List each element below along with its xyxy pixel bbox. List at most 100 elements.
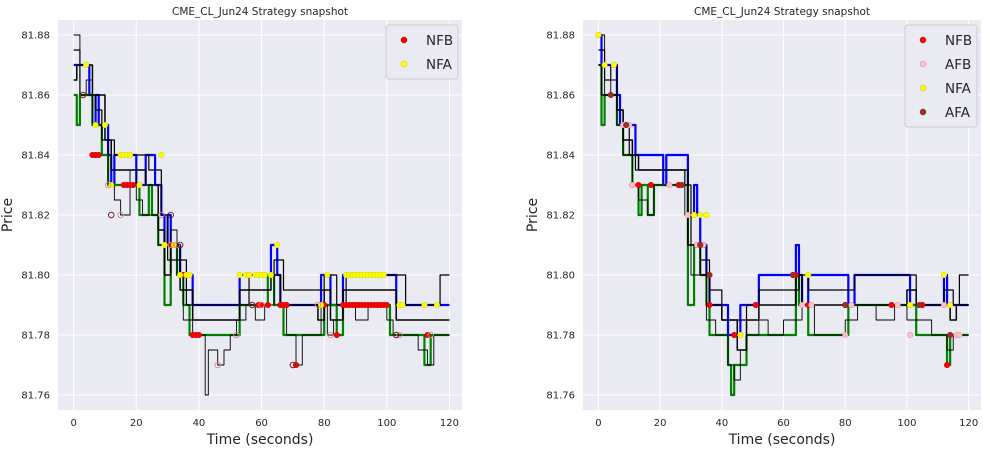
x-tick-label: 120 — [959, 418, 978, 429]
marker-afb — [167, 241, 174, 249]
legend: NFB AFB NFA AFA — [904, 24, 978, 128]
marker-afa — [607, 91, 614, 99]
marker-nfa — [906, 301, 914, 309]
x-tick-label: 120 — [440, 418, 459, 429]
marker-nfb — [130, 181, 137, 189]
x-tick-label: 60 — [255, 418, 268, 429]
marker-nfb — [731, 331, 738, 339]
marker-nfb — [944, 361, 951, 369]
marker-nfb — [888, 301, 895, 309]
y-tick-label: 81.82 — [21, 211, 50, 222]
marker-nfa — [610, 61, 617, 69]
legend-label-nfb: NFB — [945, 33, 972, 49]
marker-nfa — [380, 271, 387, 279]
marker-afb — [327, 331, 334, 339]
marker-nfa — [245, 271, 253, 279]
y-tick-label: 81.76 — [21, 391, 50, 402]
y-tick-label: 81.76 — [546, 391, 575, 402]
marker-afa — [167, 211, 174, 219]
marker-nfa — [92, 121, 99, 129]
marker-afb — [956, 331, 963, 339]
legend-marker-nfb — [400, 36, 408, 44]
marker-nfa — [126, 151, 134, 159]
marker-afb — [799, 301, 806, 309]
x-tick-label: 20 — [130, 418, 143, 429]
chart-panel-2: 0 20 40 60 80 100 120 81.76 81.78 81.80 81.82 81.84… — [525, 6, 981, 448]
marker-nfa — [83, 61, 90, 69]
x-tick-label: 20 — [654, 418, 667, 429]
marker-afb — [940, 301, 948, 309]
legend-marker-afa — [919, 108, 927, 116]
marker-afb — [629, 181, 636, 189]
legend-box — [904, 24, 978, 128]
marker-afa — [678, 181, 685, 189]
marker-nfa — [236, 271, 243, 279]
marker-nfa — [697, 211, 704, 219]
chart-title: CME_CL_Jun24 Strategy snapshot — [172, 6, 348, 18]
y-tick-label: 81.80 — [21, 271, 50, 282]
legend-marker-nfa — [919, 84, 927, 92]
marker-nfa — [947, 301, 954, 309]
x-tick-label: 60 — [777, 418, 790, 429]
marker-nfa — [324, 271, 331, 279]
marker-nfa — [274, 241, 281, 249]
marker-afa — [248, 301, 256, 309]
marker-afa — [842, 301, 849, 309]
series-line-upper — [598, 49, 969, 321]
marker-nfb — [635, 181, 642, 189]
x-axis-label: Time (seconds) — [206, 432, 314, 448]
marker-afa — [289, 361, 297, 369]
marker-afa — [107, 211, 115, 219]
marker-afb — [842, 331, 849, 339]
marker-afb — [848, 301, 855, 309]
marker-afb — [894, 301, 901, 309]
y-axis-label: Price — [525, 198, 541, 232]
marker-nfa — [399, 301, 406, 309]
x-tick-label: 100 — [897, 418, 916, 429]
marker-nfa — [136, 181, 143, 189]
marker-afb — [214, 361, 221, 369]
marker-nfa — [601, 61, 608, 69]
y-tick-label: 81.86 — [546, 91, 575, 102]
marker-afb — [158, 211, 165, 219]
marker-afb — [258, 301, 265, 309]
y-tick-label: 81.80 — [546, 271, 575, 282]
y-tick-label: 81.88 — [21, 31, 50, 42]
marker-afb — [233, 331, 240, 339]
x-tick-label: 80 — [318, 418, 331, 429]
x-tick-label: 40 — [715, 418, 728, 429]
marker-nfa — [267, 271, 275, 279]
marker-nfb — [95, 151, 102, 159]
y-tick-label: 81.84 — [21, 151, 50, 162]
marker-nfa — [805, 271, 812, 279]
marker-nfb — [333, 331, 340, 339]
chart-title: CME_CL_Jun24 Strategy snapshot — [694, 6, 870, 18]
marker-afa — [623, 121, 630, 129]
chart-panel-1: 0 20 40 60 80 100 120 81.76 81.78 81.80 81.82 81.84… — [0, 6, 462, 448]
marker-nfb — [195, 331, 202, 339]
y-tick-label: 81.78 — [546, 331, 575, 342]
marker-nfb — [383, 301, 390, 309]
marker-afb — [314, 301, 322, 309]
y-tick-label: 81.88 — [546, 31, 575, 42]
legend-marker-nfa — [400, 60, 408, 68]
marker-nfb — [752, 301, 759, 309]
x-tick-label: 40 — [193, 418, 206, 429]
marker-afb — [666, 181, 673, 189]
marker-afb — [104, 181, 112, 189]
marker-afb — [427, 331, 434, 339]
x-tick-label: 0 — [595, 418, 601, 429]
legend: NFB NFA — [385, 24, 459, 80]
x-tick-label: 80 — [839, 418, 852, 429]
marker-afa — [392, 331, 400, 339]
marker-nfb — [283, 301, 290, 309]
marker-nfa — [421, 301, 428, 309]
marker-nfa — [161, 241, 168, 249]
marker-afb — [173, 241, 181, 249]
marker-afa — [789, 271, 796, 279]
y-tick-label: 81.78 — [21, 331, 50, 342]
marker-afa — [79, 91, 87, 99]
marker-nfa — [261, 271, 268, 279]
legend-label-afa: AFA — [945, 105, 971, 121]
legend-label-nfa: NFA — [945, 81, 972, 97]
